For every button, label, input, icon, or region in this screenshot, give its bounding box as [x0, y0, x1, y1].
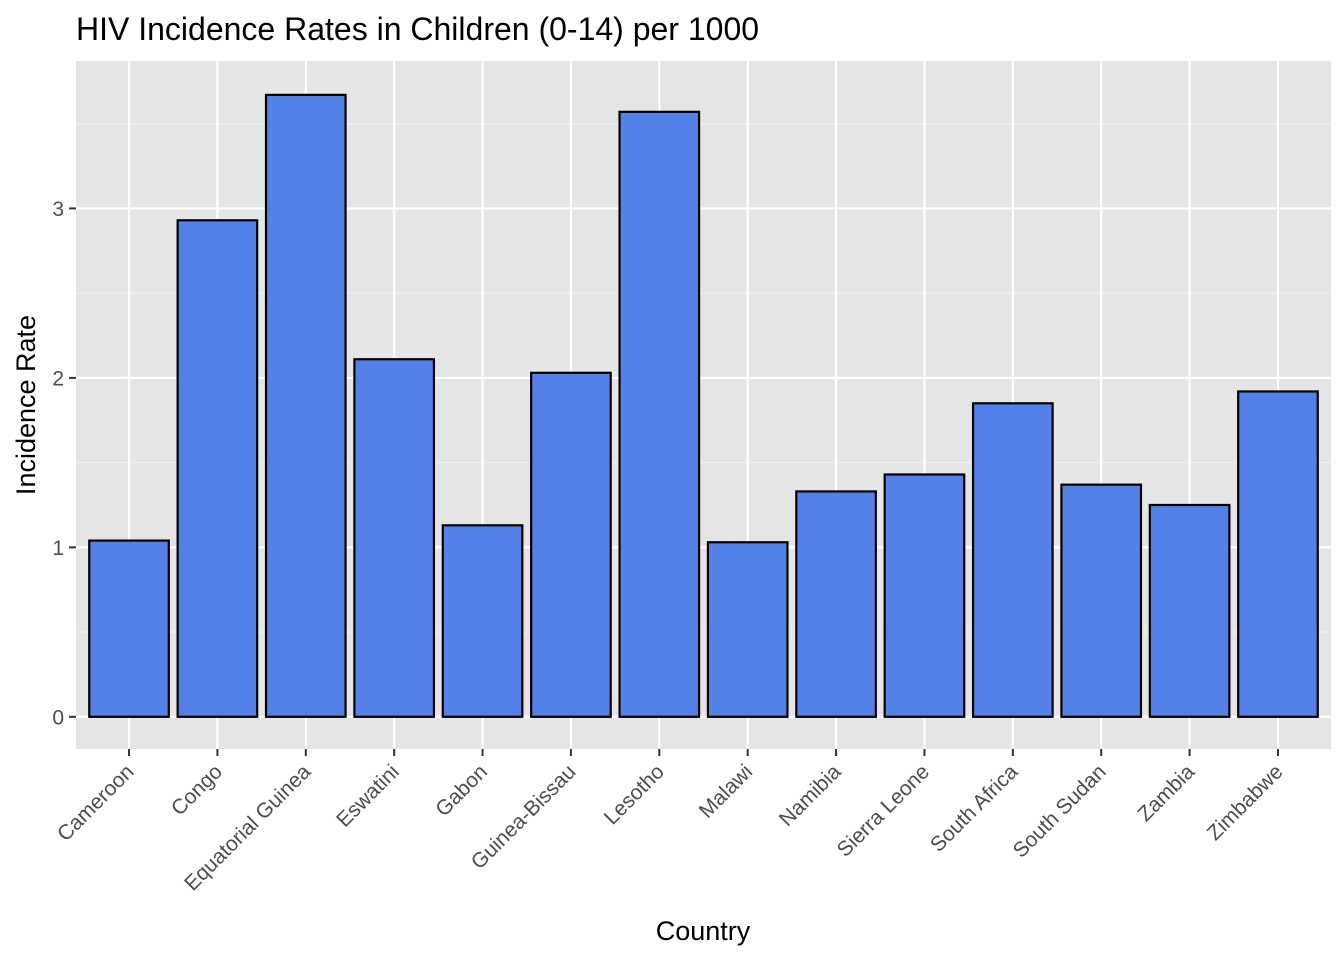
bar-south-africa — [971, 402, 1054, 718]
x-tick-label: Gabon — [431, 760, 492, 821]
y-tick-label: 3 — [52, 198, 64, 221]
x-tick-label: Malawi — [695, 760, 757, 822]
x-tick-label: Zambia — [1133, 760, 1199, 826]
bar-zimbabwe — [1237, 390, 1319, 718]
bar-lesotho — [618, 110, 701, 718]
y-axis: 0 1 2 3 — [52, 198, 76, 729]
x-tick-label: Cameroon — [53, 760, 139, 846]
bar-series — [88, 93, 1319, 718]
x-axis-title: Country — [656, 916, 751, 946]
bar-south-sudan — [1060, 483, 1143, 718]
x-tick-label: Sierra Leone — [833, 760, 934, 861]
bar-malawi — [706, 541, 789, 718]
x-tick-label: Lesotho — [600, 760, 669, 829]
bar-congo — [176, 219, 259, 718]
bar-cameroon — [88, 539, 170, 718]
x-tick-label: Zimbabwe — [1203, 760, 1288, 845]
x-tick-label: Congo — [167, 760, 227, 820]
bar-guinea-bissau — [530, 371, 612, 718]
x-tick-label: South Africa — [926, 760, 1023, 857]
bar-equatorial-guinea — [264, 93, 347, 718]
bar-namibia — [795, 490, 877, 718]
x-tick-label: Namibia — [775, 760, 846, 831]
bar-zambia — [1148, 503, 1231, 718]
y-axis-title: Incidence Rate — [11, 315, 41, 495]
bar-sierra-leone — [883, 473, 966, 718]
plot-panel — [76, 61, 1331, 749]
chart-title: HIV Incidence Rates in Children (0-14) p… — [76, 11, 759, 47]
x-tick-label: South Sudan — [1009, 760, 1111, 862]
bar-gabon — [441, 524, 524, 718]
bar-eswatini — [353, 358, 436, 718]
x-tick-label: Eswatini — [332, 760, 404, 832]
y-tick-label: 0 — [52, 706, 64, 729]
y-tick-label: 2 — [52, 367, 64, 390]
y-tick-label: 1 — [52, 537, 64, 560]
